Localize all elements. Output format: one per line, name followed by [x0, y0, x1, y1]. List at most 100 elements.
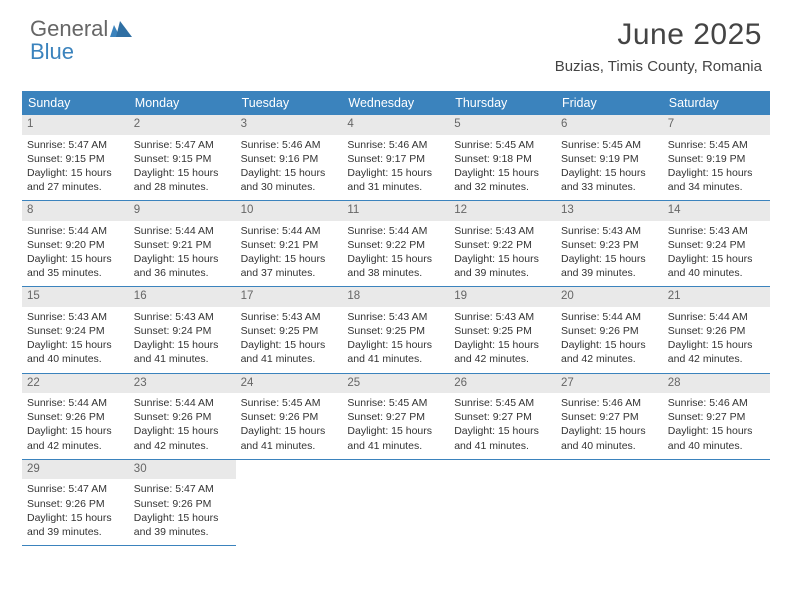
calendar-cell: [449, 460, 556, 545]
day-body: Sunrise: 5:43 AMSunset: 9:25 PMDaylight:…: [236, 307, 343, 373]
sunrise-text: Sunrise: 5:45 AM: [347, 396, 444, 410]
flag-icon: [110, 19, 132, 41]
day-number: 17: [236, 287, 343, 307]
sunset-text: Sunset: 9:25 PM: [241, 324, 338, 338]
sunrise-text: Sunrise: 5:44 AM: [27, 224, 124, 238]
daylight-text: Daylight: 15 hours: [27, 338, 124, 352]
location-text: Buzias, Timis County, Romania: [555, 58, 762, 75]
sunset-text: Sunset: 9:27 PM: [561, 410, 658, 424]
calendar-cell: 14Sunrise: 5:43 AMSunset: 9:24 PMDayligh…: [663, 201, 770, 286]
daylight-text: and 38 minutes.: [347, 266, 444, 280]
calendar-cell: 28Sunrise: 5:46 AMSunset: 9:27 PMDayligh…: [663, 374, 770, 459]
sunrise-text: Sunrise: 5:47 AM: [27, 138, 124, 152]
sunset-text: Sunset: 9:26 PM: [241, 410, 338, 424]
sunrise-text: Sunrise: 5:45 AM: [561, 138, 658, 152]
daylight-text: and 40 minutes.: [27, 352, 124, 366]
sunrise-text: Sunrise: 5:45 AM: [454, 396, 551, 410]
sunrise-text: Sunrise: 5:44 AM: [241, 224, 338, 238]
month-title: June 2025: [555, 18, 762, 52]
day-number: 11: [342, 201, 449, 221]
daylight-text: and 39 minutes.: [27, 525, 124, 539]
sunrise-text: Sunrise: 5:44 AM: [668, 310, 765, 324]
daylight-text: and 34 minutes.: [668, 180, 765, 194]
day-body: Sunrise: 5:47 AMSunset: 9:15 PMDaylight:…: [22, 135, 129, 201]
day-body: Sunrise: 5:44 AMSunset: 9:21 PMDaylight:…: [129, 221, 236, 287]
daylight-text: Daylight: 15 hours: [134, 166, 231, 180]
sunset-text: Sunset: 9:16 PM: [241, 152, 338, 166]
sunset-text: Sunset: 9:24 PM: [134, 324, 231, 338]
sunrise-text: Sunrise: 5:43 AM: [347, 310, 444, 324]
day-number: 3: [236, 115, 343, 135]
sunset-text: Sunset: 9:24 PM: [668, 238, 765, 252]
daylight-text: Daylight: 15 hours: [241, 338, 338, 352]
sunset-text: Sunset: 9:20 PM: [27, 238, 124, 252]
day-body: Sunrise: 5:43 AMSunset: 9:25 PMDaylight:…: [449, 307, 556, 373]
day-number: 15: [22, 287, 129, 307]
partial-row-border: [22, 545, 236, 546]
daylight-text: Daylight: 15 hours: [561, 252, 658, 266]
sunset-text: Sunset: 9:27 PM: [668, 410, 765, 424]
calendar-header-row: Sunday Monday Tuesday Wednesday Thursday…: [22, 91, 770, 115]
brand-text: General Blue: [30, 18, 132, 63]
calendar-cell: 24Sunrise: 5:45 AMSunset: 9:26 PMDayligh…: [236, 374, 343, 459]
daylight-text: and 42 minutes.: [561, 352, 658, 366]
daylight-text: and 36 minutes.: [134, 266, 231, 280]
daylight-text: Daylight: 15 hours: [454, 252, 551, 266]
calendar-cell: [556, 460, 663, 545]
weekday-header: Friday: [556, 91, 663, 115]
daylight-text: and 42 minutes.: [668, 352, 765, 366]
day-body: Sunrise: 5:46 AMSunset: 9:16 PMDaylight:…: [236, 135, 343, 201]
sunset-text: Sunset: 9:27 PM: [347, 410, 444, 424]
sunrise-text: Sunrise: 5:43 AM: [454, 224, 551, 238]
daylight-text: Daylight: 15 hours: [134, 338, 231, 352]
weekday-header: Sunday: [22, 91, 129, 115]
sunrise-text: Sunrise: 5:44 AM: [134, 224, 231, 238]
calendar-cell: 4Sunrise: 5:46 AMSunset: 9:17 PMDaylight…: [342, 115, 449, 200]
sunset-text: Sunset: 9:25 PM: [347, 324, 444, 338]
daylight-text: Daylight: 15 hours: [454, 424, 551, 438]
sunset-text: Sunset: 9:25 PM: [454, 324, 551, 338]
daylight-text: Daylight: 15 hours: [668, 166, 765, 180]
calendar-cell: 23Sunrise: 5:44 AMSunset: 9:26 PMDayligh…: [129, 374, 236, 459]
daylight-text: Daylight: 15 hours: [27, 511, 124, 525]
day-body: Sunrise: 5:45 AMSunset: 9:18 PMDaylight:…: [449, 135, 556, 201]
daylight-text: and 39 minutes.: [561, 266, 658, 280]
day-body: Sunrise: 5:45 AMSunset: 9:27 PMDaylight:…: [449, 393, 556, 459]
sunrise-text: Sunrise: 5:43 AM: [454, 310, 551, 324]
daylight-text: Daylight: 15 hours: [241, 166, 338, 180]
day-body: Sunrise: 5:44 AMSunset: 9:26 PMDaylight:…: [22, 393, 129, 459]
sunrise-text: Sunrise: 5:47 AM: [27, 482, 124, 496]
day-number: 9: [129, 201, 236, 221]
day-body: Sunrise: 5:44 AMSunset: 9:20 PMDaylight:…: [22, 221, 129, 287]
calendar-cell: 18Sunrise: 5:43 AMSunset: 9:25 PMDayligh…: [342, 287, 449, 372]
calendar-row: 29Sunrise: 5:47 AMSunset: 9:26 PMDayligh…: [22, 460, 770, 545]
day-number: 23: [129, 374, 236, 394]
weekday-header: Tuesday: [236, 91, 343, 115]
day-body: Sunrise: 5:46 AMSunset: 9:17 PMDaylight:…: [342, 135, 449, 201]
daylight-text: Daylight: 15 hours: [561, 166, 658, 180]
sunset-text: Sunset: 9:26 PM: [27, 410, 124, 424]
calendar-row: 8Sunrise: 5:44 AMSunset: 9:20 PMDaylight…: [22, 201, 770, 287]
weekday-header: Thursday: [449, 91, 556, 115]
calendar-cell: 2Sunrise: 5:47 AMSunset: 9:15 PMDaylight…: [129, 115, 236, 200]
sunrise-text: Sunrise: 5:46 AM: [668, 396, 765, 410]
calendar-cell: 8Sunrise: 5:44 AMSunset: 9:20 PMDaylight…: [22, 201, 129, 286]
daylight-text: and 27 minutes.: [27, 180, 124, 194]
day-body: Sunrise: 5:45 AMSunset: 9:19 PMDaylight:…: [663, 135, 770, 201]
sunset-text: Sunset: 9:26 PM: [561, 324, 658, 338]
weekday-header: Wednesday: [342, 91, 449, 115]
daylight-text: and 37 minutes.: [241, 266, 338, 280]
sunrise-text: Sunrise: 5:43 AM: [134, 310, 231, 324]
calendar-cell: [236, 460, 343, 545]
day-number: 10: [236, 201, 343, 221]
daylight-text: and 31 minutes.: [347, 180, 444, 194]
day-number: 22: [22, 374, 129, 394]
daylight-text: and 32 minutes.: [454, 180, 551, 194]
calendar-row: 1Sunrise: 5:47 AMSunset: 9:15 PMDaylight…: [22, 115, 770, 201]
sunset-text: Sunset: 9:26 PM: [134, 497, 231, 511]
calendar-cell: 12Sunrise: 5:43 AMSunset: 9:22 PMDayligh…: [449, 201, 556, 286]
calendar-cell: 6Sunrise: 5:45 AMSunset: 9:19 PMDaylight…: [556, 115, 663, 200]
day-number: 8: [22, 201, 129, 221]
day-body: Sunrise: 5:43 AMSunset: 9:24 PMDaylight:…: [663, 221, 770, 287]
daylight-text: Daylight: 15 hours: [454, 338, 551, 352]
